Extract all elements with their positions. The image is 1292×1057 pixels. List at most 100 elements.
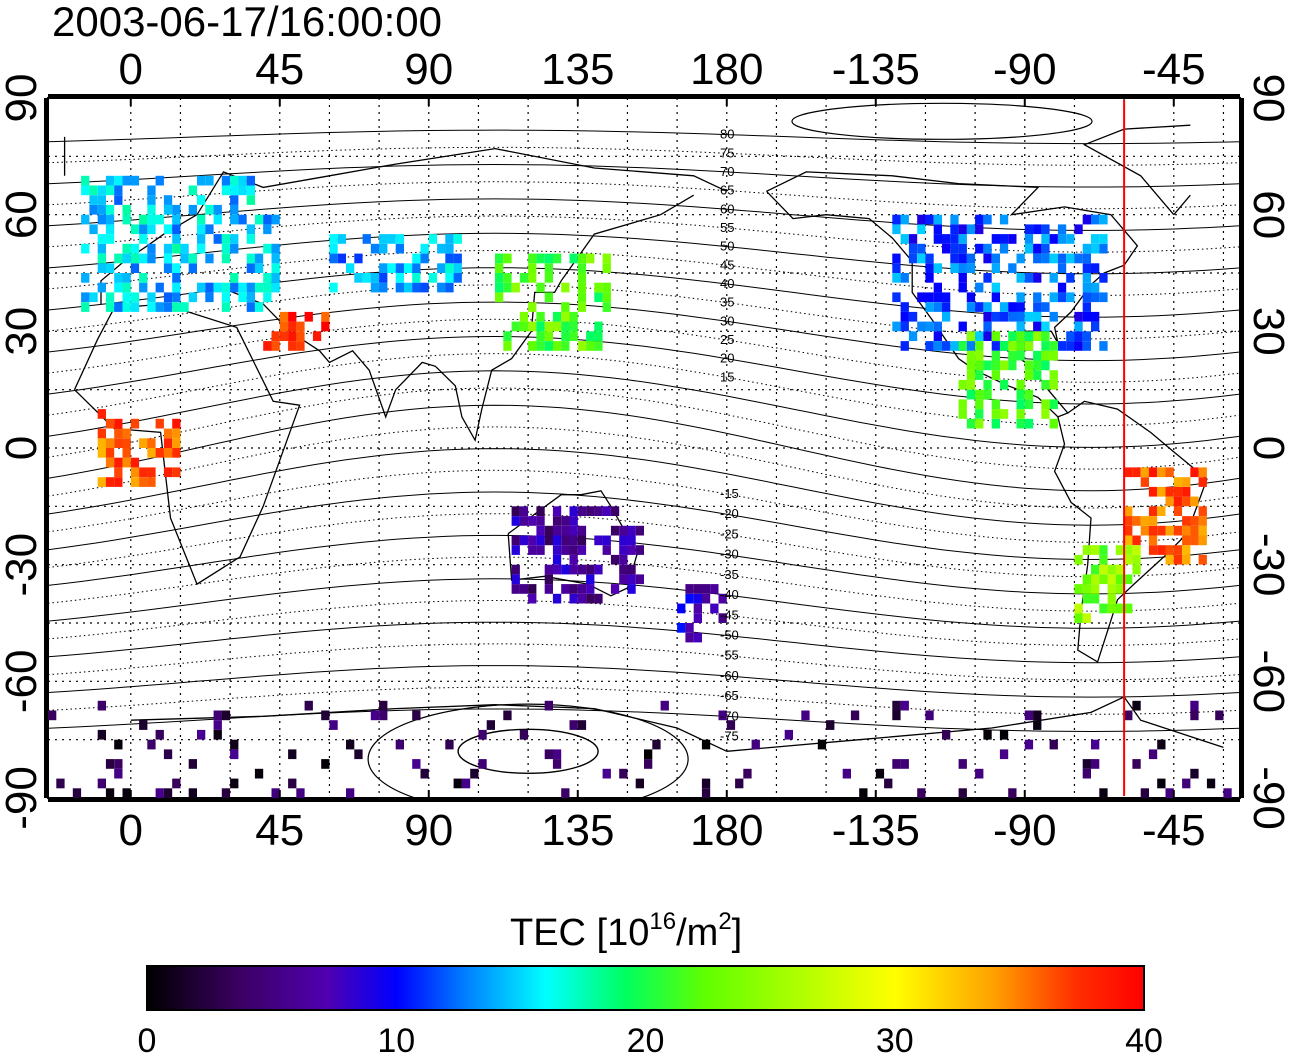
- tec-cell: [213, 234, 222, 244]
- contour-line: [48, 491, 1240, 561]
- tec-cell: [884, 778, 893, 789]
- tec-cell: [1107, 593, 1116, 604]
- map-frame-right-bar: [1240, 98, 1244, 798]
- tec-cell: [105, 214, 115, 225]
- tec-cell: [105, 204, 115, 215]
- tec-cell: [1074, 603, 1083, 614]
- tec-cell: [89, 204, 98, 215]
- tec-cell: [238, 292, 247, 303]
- tec-cell: [296, 341, 305, 351]
- tec-cell: [958, 409, 967, 419]
- tec-cell: [147, 467, 156, 478]
- bottom-lon-label: 135: [541, 806, 614, 855]
- tec-cell: [263, 273, 272, 283]
- contour-label: 45: [720, 257, 734, 272]
- tec-cell: [917, 214, 926, 225]
- tec-cell: [230, 243, 239, 254]
- tec-cell: [511, 282, 520, 293]
- tec-cell: [577, 584, 587, 594]
- tec-cell: [246, 292, 255, 303]
- tec-cell: [933, 282, 942, 293]
- tec-cell: [163, 195, 173, 205]
- tec-cell: [172, 778, 181, 789]
- tec-cell: [908, 311, 918, 322]
- tec-cell: [1024, 739, 1034, 750]
- tec-cell: [81, 273, 90, 283]
- tec-cell: [1190, 768, 1199, 779]
- tec-cell: [163, 292, 173, 303]
- left-lat-label: -60: [0, 650, 46, 714]
- tec-cell: [900, 214, 909, 225]
- tec-cell: [991, 341, 1000, 351]
- tec-cell: [1124, 535, 1133, 546]
- tec-cell: [586, 574, 595, 585]
- tec-cell: [1107, 574, 1116, 585]
- tec-cell: [1124, 574, 1133, 585]
- tec-cell: [230, 214, 239, 225]
- top-lon-label: 0: [119, 45, 143, 94]
- contour-line: [48, 556, 1240, 612]
- tec-cell: [221, 185, 231, 196]
- tec-cell: [114, 418, 123, 429]
- tec-cell: [685, 632, 694, 643]
- right-lat-label: -90: [1244, 766, 1292, 830]
- tec-cell: [958, 273, 967, 283]
- tec-cell: [958, 263, 967, 273]
- tec-cell: [370, 243, 380, 254]
- tec-cell: [122, 175, 131, 186]
- tec-cell: [279, 321, 289, 332]
- tec-cell: [942, 729, 951, 740]
- tec-cell: [114, 759, 123, 769]
- tec-cell: [122, 214, 131, 225]
- tec-cell: [751, 739, 760, 750]
- tec-cell: [933, 234, 942, 244]
- tec-cell: [1024, 399, 1034, 410]
- tec-cell: [701, 788, 711, 798]
- tec-cell: [1024, 389, 1034, 400]
- tec-cell: [544, 535, 553, 546]
- tec-cell: [246, 175, 255, 186]
- tec-cell: [147, 214, 156, 225]
- tec-cell: [569, 545, 578, 555]
- tec-cell: [577, 253, 587, 264]
- tec-cell: [983, 302, 992, 312]
- tec-cell: [1024, 224, 1034, 235]
- tec-cell: [991, 311, 1000, 322]
- tec-cell: [1074, 584, 1083, 594]
- tec-cell: [602, 263, 611, 273]
- left-lat-label: 0: [0, 436, 46, 460]
- tec-cell: [1091, 243, 1100, 254]
- tec-cell: [1041, 302, 1050, 312]
- tec-cell: [461, 778, 471, 789]
- tec-cell: [925, 292, 934, 303]
- tec-cell: [1074, 311, 1083, 322]
- tec-cell: [983, 253, 992, 264]
- tec-cell: [975, 282, 984, 293]
- tec-cell: [1124, 545, 1133, 555]
- tec-cell: [561, 311, 570, 322]
- tec-cell: [536, 545, 545, 555]
- bottom-longitude-labels: 0 45 90 135 180 -135 -90 -45: [119, 790, 1206, 855]
- coastline: [130, 696, 1224, 752]
- tec-cell: [1148, 525, 1158, 536]
- tec-cell: [627, 535, 636, 546]
- tec-cell: [155, 214, 164, 225]
- tec-cell: [677, 623, 686, 633]
- map-frame-top-bar: [48, 94, 1240, 98]
- tec-cell: [950, 234, 959, 244]
- tec-cell: [114, 282, 123, 293]
- tec-cell: [958, 379, 967, 390]
- tec-cell: [163, 788, 173, 798]
- tec-cell: [1049, 253, 1058, 264]
- tec-cell: [370, 710, 380, 721]
- tec-cell: [213, 214, 222, 225]
- tec-cell: [147, 185, 156, 196]
- tec-cell: [1049, 273, 1058, 283]
- tec-cell: [552, 506, 562, 516]
- tec-cell: [213, 729, 222, 740]
- tec-cell: [991, 234, 1000, 244]
- tec-cell: [1033, 710, 1042, 721]
- tec-cell: [221, 234, 231, 244]
- tec-cell: [602, 253, 611, 264]
- tec-cell: [519, 535, 529, 546]
